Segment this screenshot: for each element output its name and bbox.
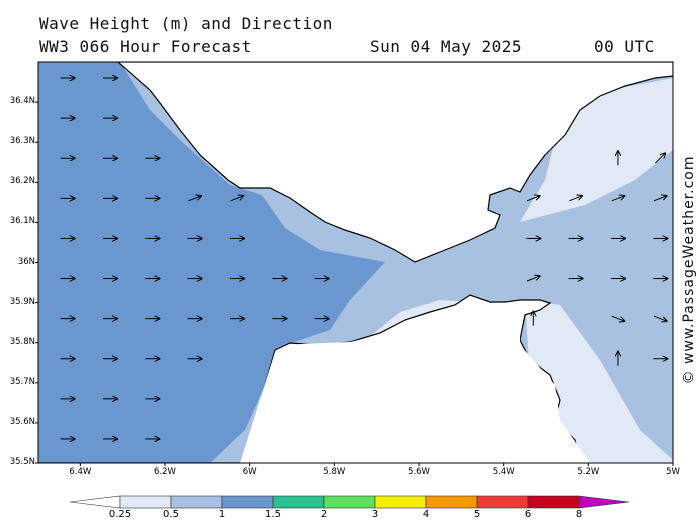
lat-label: 36.3N <box>9 136 35 147</box>
wave-arrow <box>526 276 540 282</box>
lon-label: 5.6W <box>408 467 430 477</box>
colorbar-segment <box>425 495 478 509</box>
lon-label: 6W <box>242 467 257 477</box>
lon-label: 5.8W <box>323 467 346 477</box>
colorbar-min-triangle <box>69 495 121 509</box>
lon-label: 5W <box>666 467 680 477</box>
wave-arrow <box>230 196 244 202</box>
wave-arrow <box>188 196 201 202</box>
colorbar-label: 5 <box>473 509 481 520</box>
wave-direction-arrows <box>60 78 668 439</box>
colorbar-label: 8 <box>575 509 583 520</box>
colorbar-label: 3 <box>371 509 379 520</box>
colorbar-label: 6 <box>524 509 532 520</box>
colorbar-label: 1.5 <box>265 509 281 520</box>
colorbar-segment <box>170 495 223 509</box>
wave-arrow <box>653 315 667 321</box>
wave-arrow <box>655 153 665 164</box>
colorbar-label: 1 <box>218 509 226 520</box>
forecast-label: WW3 066 Hour Forecast <box>39 37 252 56</box>
lat-label: 36.1N <box>9 216 35 227</box>
colorbar-segment <box>476 495 529 509</box>
lon-label: 6.2W <box>154 467 176 477</box>
forecast-time: 00 UTC <box>594 37 655 56</box>
colorbar-segment <box>527 495 580 509</box>
colorbar-label: 0.25 <box>108 509 132 520</box>
wave-arrow <box>611 196 625 202</box>
wave-arrow <box>653 196 667 202</box>
lat-label: 36.4N <box>9 96 35 107</box>
colorbar-segment <box>221 495 274 509</box>
colorbar-segment <box>374 495 427 509</box>
colorbar <box>69 495 630 509</box>
colorbar-label: 0.5 <box>163 509 179 520</box>
lat-label: 35.6N <box>9 416 35 427</box>
lat-label: 35.9N <box>9 296 35 307</box>
land-morocco-fill <box>240 302 590 463</box>
watermark: © www.PassageWeather.com <box>681 155 697 385</box>
lon-label: 6.4W <box>69 467 92 477</box>
colorbar-max-triangle <box>578 495 630 509</box>
colorbar-label: 2 <box>320 509 328 520</box>
lat-label: 36N <box>17 256 35 267</box>
lat-label: 36.2N <box>9 176 35 187</box>
lon-label: 5.4W <box>492 467 515 477</box>
lat-label: 35.8N <box>9 336 35 347</box>
swell-zone-high <box>38 62 385 463</box>
land-spain <box>117 62 673 263</box>
colorbar-segment <box>323 495 376 509</box>
forecast-date: Sun 04 May 2025 <box>370 37 522 56</box>
wave-arrow <box>526 196 540 202</box>
swell-zone-low-gulf <box>520 78 673 222</box>
colorbar-label: 4 <box>422 509 430 520</box>
axis-ticks <box>35 101 674 466</box>
wave-arrow <box>611 315 625 321</box>
colorbar-segment <box>119 495 172 509</box>
wave-arrow <box>569 196 582 202</box>
lon-label: 5.2W <box>577 467 600 477</box>
swell-zone-low-east <box>525 300 673 463</box>
lat-label: 35.5N <box>9 457 35 467</box>
lat-label: 35.7N <box>9 376 35 387</box>
map-title: Wave Height (m) and Direction <box>39 14 333 33</box>
colorbar-segment <box>272 495 325 509</box>
